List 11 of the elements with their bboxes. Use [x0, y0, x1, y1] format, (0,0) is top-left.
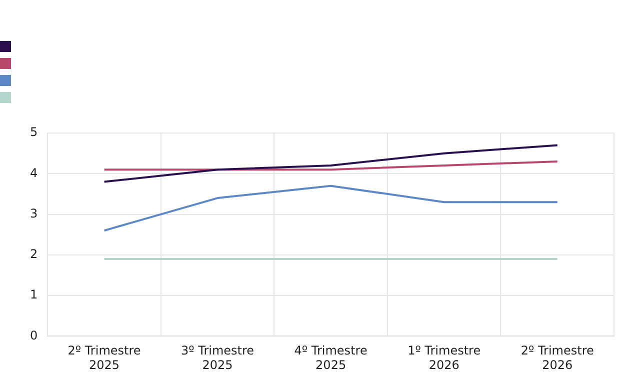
- y-tick-label: 2: [30, 247, 38, 262]
- x-tick-label: 3º Trimestre 2025: [181, 344, 254, 372]
- y-tick-label: 0: [30, 328, 38, 342]
- y-tick-label: 3: [30, 206, 38, 220]
- x-tick-label: 2º Trimestre 2026: [520, 344, 594, 372]
- y-tick-label: 4: [30, 166, 38, 180]
- y-tick-label: 5: [30, 125, 38, 140]
- x-tick-label: 2º Trimestre 2025: [68, 344, 141, 372]
- y-tick-label: 1: [30, 288, 38, 302]
- x-tick-label: 1º Trimestre 2026: [408, 344, 481, 372]
- x-tick-label: 4º Trimestre 2025: [294, 344, 368, 372]
